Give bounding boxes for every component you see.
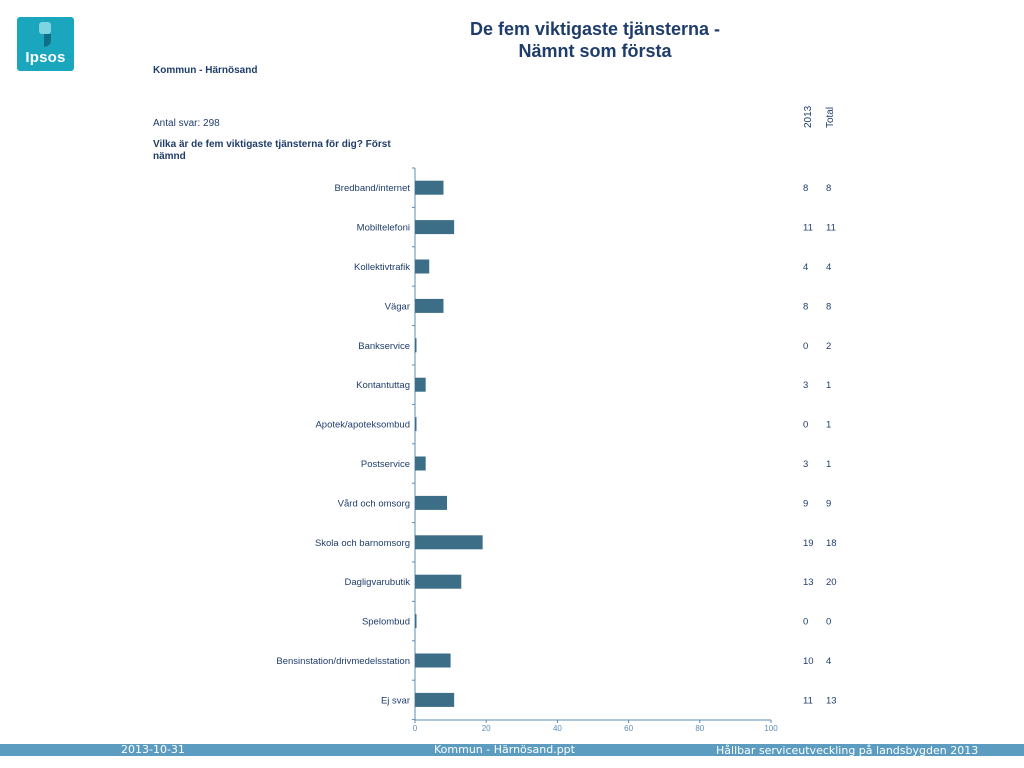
logo-text: Ipsos <box>25 49 66 66</box>
value-total: 18 <box>826 538 837 549</box>
value-total: 13 <box>826 695 837 706</box>
category-label: Dagligvarubutik <box>345 577 411 588</box>
bar <box>415 495 448 510</box>
value-2013: 10 <box>803 656 814 667</box>
category-label: Apotek/apoteksombud <box>315 420 410 431</box>
category-label: Kontantuttag <box>356 380 410 391</box>
chart-title-line-1: De fem viktigaste tjänsterna - <box>469 19 721 39</box>
value-total: 1 <box>826 459 831 470</box>
value-total: 9 <box>826 498 831 509</box>
value-2013: 11 <box>803 223 813 234</box>
chart-title: De fem viktigaste tjänsterna - Nämnt som… <box>415 18 775 62</box>
x-tick-label: 100 <box>764 724 778 733</box>
value-2013: 0 <box>803 617 808 628</box>
value-2013: 3 <box>803 459 808 470</box>
bar <box>415 298 444 313</box>
value-total: 1 <box>826 420 831 431</box>
bar <box>415 574 462 589</box>
bar <box>415 220 455 235</box>
category-label: Skola och barnomsorg <box>315 538 410 549</box>
response-count: Antal svar: 298 <box>153 118 220 129</box>
survey-question: Vilka är de fem viktigaste tjänsterna fö… <box>153 139 391 162</box>
category-label: Ej svar <box>381 695 410 706</box>
value-total: 0 <box>826 617 831 628</box>
footer-project: Hållbar serviceutveckling på landsbygden… <box>716 744 979 757</box>
value-2013: 9 <box>803 498 808 509</box>
value-total: 11 <box>826 223 836 234</box>
value-2013: 19 <box>803 538 814 549</box>
municipality-subtitle: Kommun - Härnösand <box>153 65 258 76</box>
value-total: 2 <box>826 341 831 352</box>
bar <box>415 180 444 195</box>
bar <box>415 338 417 353</box>
value-2013: 8 <box>803 301 808 312</box>
x-tick-label: 40 <box>553 724 562 733</box>
value-total: 4 <box>826 262 831 273</box>
logo-mark-icon <box>39 22 51 47</box>
bar <box>415 614 417 629</box>
x-tick-label: 0 <box>413 724 418 733</box>
bar <box>415 456 426 471</box>
category-label: Bensinstation/drivmedelsstation <box>276 656 410 667</box>
x-tick-label: 80 <box>695 724 704 733</box>
value-total: 4 <box>826 656 831 667</box>
value-2013: 4 <box>803 262 808 273</box>
value-2013: 11 <box>803 695 813 706</box>
value-total: 20 <box>826 577 837 588</box>
category-label: Vägar <box>385 301 410 312</box>
x-tick-label: 20 <box>482 724 491 733</box>
footer-bar <box>0 744 1024 756</box>
category-label: Kollektivtrafik <box>354 262 410 273</box>
category-label: Spelombud <box>362 617 410 628</box>
bar <box>415 535 483 550</box>
footer-filename: Kommun - Härnösand.ppt <box>434 743 575 756</box>
category-label: Bankservice <box>358 341 410 352</box>
value-total: 8 <box>826 301 831 312</box>
bar <box>415 692 455 707</box>
category-label: Mobiltelefoni <box>357 223 410 234</box>
chart-title-line-2: Nämnt som första <box>518 41 672 61</box>
value-2013: 13 <box>803 577 814 588</box>
value-2013: 3 <box>803 380 808 391</box>
bar <box>415 259 430 274</box>
bar <box>415 377 426 392</box>
category-label: Postservice <box>361 459 410 470</box>
value-2013: 0 <box>803 420 808 431</box>
category-label: Bredband/internet <box>334 183 410 194</box>
bar <box>415 653 451 668</box>
value-total: 8 <box>826 183 831 194</box>
category-label: Vård och omsorg <box>338 498 410 509</box>
ipsos-logo: Ipsos <box>17 17 74 71</box>
value-2013: 8 <box>803 183 808 194</box>
footer-date: 2013-10-31 <box>121 743 185 756</box>
bar <box>415 417 417 432</box>
value-total: 1 <box>826 380 831 391</box>
x-tick-label: 60 <box>624 724 633 733</box>
value-2013: 0 <box>803 341 808 352</box>
